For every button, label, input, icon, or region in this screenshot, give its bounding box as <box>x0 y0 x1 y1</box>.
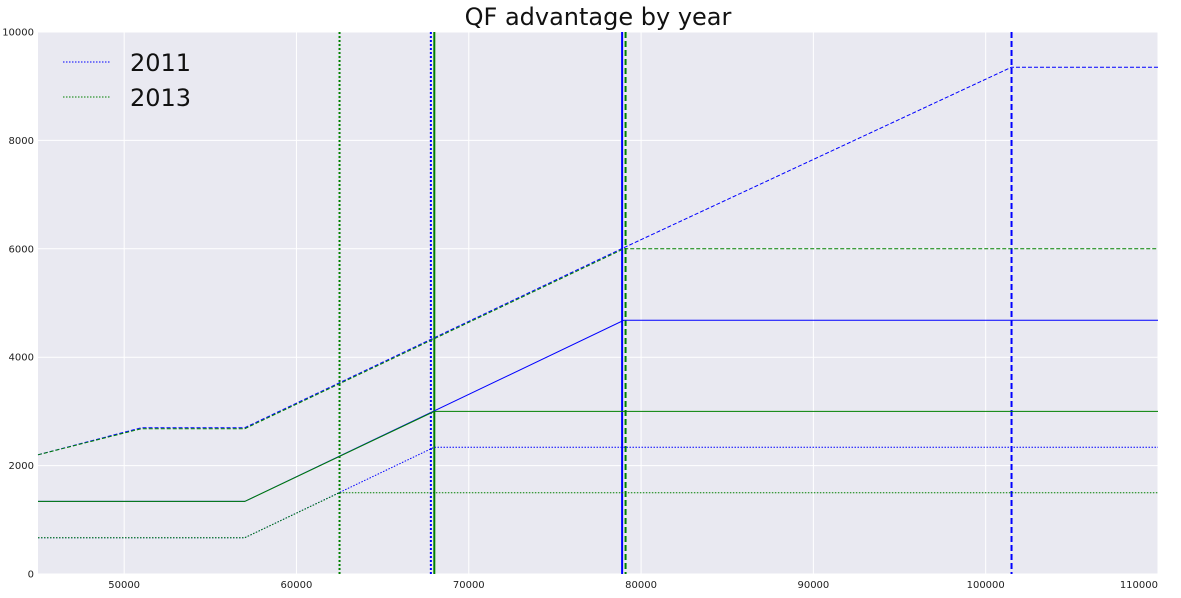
chart-title: QF advantage by year <box>465 3 732 31</box>
x-tick-label: 60000 <box>281 580 313 591</box>
legend-label-2011: 2011 <box>130 49 191 77</box>
y-tick-label: 10000 <box>2 28 34 39</box>
x-tick-label: 110000 <box>1120 580 1158 591</box>
series-2013-dashed-line <box>37 248 1158 456</box>
series-2013-dotted-line <box>38 492 1158 539</box>
x-tick-label: 70000 <box>453 580 485 591</box>
x-tick-label: 80000 <box>625 580 657 591</box>
series-lines <box>37 66 1158 539</box>
tick-labels: 50000 60000 70000 80000 90000 100000 110000 0 20… <box>2 28 1158 592</box>
x-tick-label: 100000 <box>967 580 1005 591</box>
vertical-reference-lines <box>338 32 1013 574</box>
y-tick-label: 0 <box>28 570 34 581</box>
series-2011-dashed-line <box>37 66 1158 456</box>
x-tick-label: 50000 <box>108 580 140 591</box>
legend-label-2013: 2013 <box>130 84 191 112</box>
y-tick-label: 6000 <box>9 244 34 255</box>
series-2013-solid-line <box>38 410 1158 502</box>
legend: 2011 2013 <box>63 49 191 112</box>
y-tick-label: 4000 <box>9 353 34 364</box>
x-tick-label: 90000 <box>797 580 829 591</box>
plot-background <box>38 32 1158 574</box>
y-tick-label: 2000 <box>9 461 34 472</box>
grid <box>38 31 1159 575</box>
y-tick-label: 8000 <box>9 136 34 147</box>
